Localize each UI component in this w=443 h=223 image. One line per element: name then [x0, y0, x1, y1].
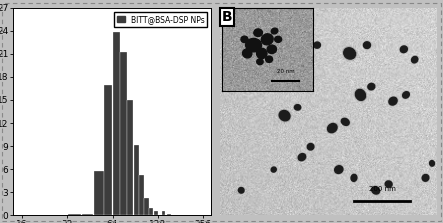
Text: 200 nm: 200 nm [369, 186, 396, 192]
Ellipse shape [430, 161, 435, 166]
Legend: BITT@BSA-DSP NPs: BITT@BSA-DSP NPs [114, 12, 207, 27]
Ellipse shape [429, 160, 435, 167]
Ellipse shape [249, 57, 255, 63]
Ellipse shape [388, 97, 398, 106]
Ellipse shape [411, 56, 418, 64]
Ellipse shape [278, 109, 291, 122]
Ellipse shape [371, 186, 381, 195]
Ellipse shape [351, 174, 357, 181]
Bar [133, 145, 139, 215]
Ellipse shape [294, 104, 301, 111]
Ellipse shape [385, 181, 392, 187]
Bar [154, 211, 158, 215]
Ellipse shape [372, 187, 380, 194]
Bar [144, 198, 149, 215]
Ellipse shape [298, 154, 306, 161]
Bar [149, 208, 153, 215]
Ellipse shape [412, 56, 418, 63]
Ellipse shape [327, 124, 337, 133]
Ellipse shape [260, 76, 266, 85]
Ellipse shape [364, 42, 370, 48]
Bar [113, 32, 120, 215]
Ellipse shape [260, 77, 266, 84]
Bar [139, 175, 144, 215]
Ellipse shape [422, 175, 429, 181]
Ellipse shape [402, 91, 410, 99]
Ellipse shape [342, 47, 357, 60]
Ellipse shape [350, 174, 358, 182]
Ellipse shape [314, 42, 320, 48]
Ellipse shape [295, 105, 301, 110]
Ellipse shape [354, 88, 366, 101]
Ellipse shape [335, 166, 343, 173]
Ellipse shape [422, 174, 429, 182]
Ellipse shape [238, 188, 244, 193]
Ellipse shape [271, 167, 276, 172]
Ellipse shape [344, 48, 356, 59]
Ellipse shape [334, 165, 344, 174]
Ellipse shape [342, 118, 349, 125]
Ellipse shape [271, 167, 277, 173]
Ellipse shape [238, 187, 245, 194]
Bar [167, 214, 171, 215]
Bar [94, 171, 104, 215]
Bar [162, 211, 165, 215]
Ellipse shape [298, 153, 307, 161]
Text: B: B [222, 10, 232, 24]
Ellipse shape [355, 89, 365, 100]
Bar [127, 100, 133, 215]
Ellipse shape [385, 180, 393, 188]
Ellipse shape [400, 45, 408, 53]
Ellipse shape [341, 118, 350, 126]
Ellipse shape [326, 123, 338, 134]
Bar [120, 52, 127, 215]
Bar [82, 214, 93, 215]
Ellipse shape [313, 41, 321, 49]
Ellipse shape [363, 41, 371, 49]
Ellipse shape [389, 97, 397, 105]
Ellipse shape [307, 143, 315, 151]
Ellipse shape [400, 46, 407, 53]
Bar [104, 85, 113, 215]
Ellipse shape [279, 111, 290, 121]
Ellipse shape [367, 83, 375, 90]
Ellipse shape [250, 57, 254, 62]
Bar [68, 214, 82, 215]
Ellipse shape [368, 83, 375, 90]
Ellipse shape [307, 144, 314, 150]
Ellipse shape [403, 92, 409, 98]
